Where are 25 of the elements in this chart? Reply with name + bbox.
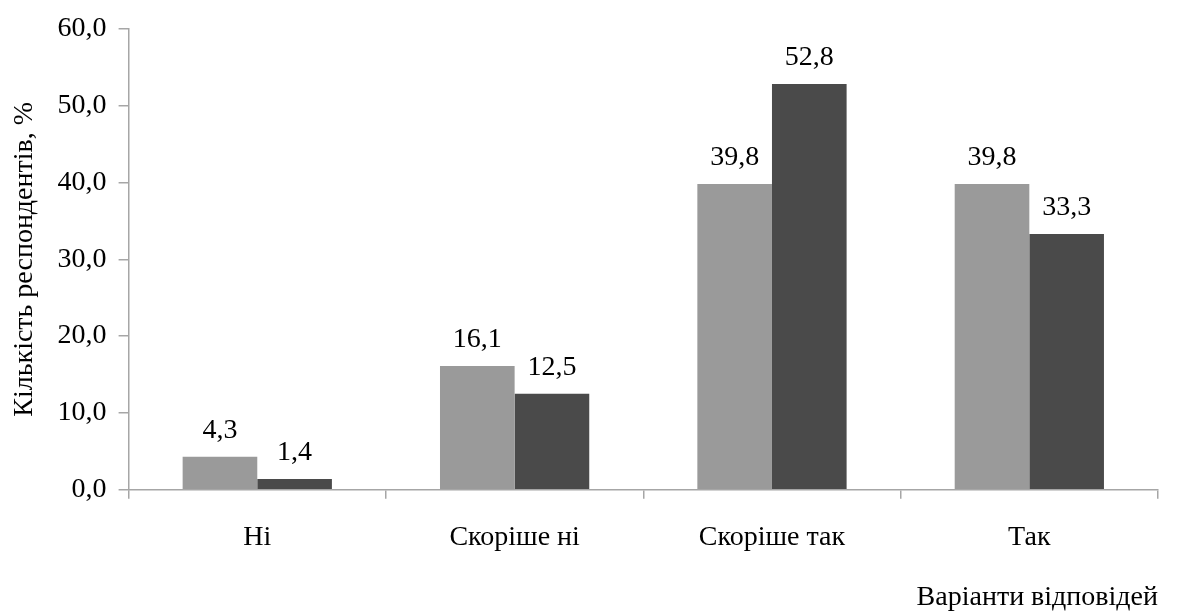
bar	[1029, 233, 1104, 490]
x-tick-label: Скоріше ні	[449, 519, 581, 551]
bar	[514, 393, 590, 490]
data-label: 1,4	[277, 435, 313, 467]
data-label: 39,8	[710, 140, 760, 171]
data-label: 16,1	[452, 322, 502, 354]
data-label: 4,3	[202, 412, 238, 444]
y-axis-title: Кількість респондентів, %	[7, 101, 39, 417]
y-tick-label: 50,0	[57, 87, 107, 119]
data-label: 52,8	[784, 40, 834, 72]
data-label: 33,3	[1042, 189, 1092, 221]
x-tick-label: Скоріше так	[698, 519, 846, 551]
y-tick-label: 30,0	[57, 241, 107, 273]
y-tick-label: 40,0	[57, 164, 107, 196]
y-tick-label: 0,0	[71, 472, 107, 504]
bar	[771, 84, 847, 490]
bar	[257, 479, 332, 490]
y-tick-label: 60,0	[57, 11, 107, 43]
x-tick-label: Ні	[243, 519, 272, 551]
data-label: 12,5	[527, 349, 577, 381]
x-axis-title: Варіанти відповідей	[916, 579, 1159, 611]
y-tick-label: 10,0	[57, 395, 107, 427]
x-tick-label: Так	[1008, 519, 1051, 551]
data-label: 39,8	[967, 140, 1017, 171]
y-tick-label: 20,0	[57, 318, 107, 350]
